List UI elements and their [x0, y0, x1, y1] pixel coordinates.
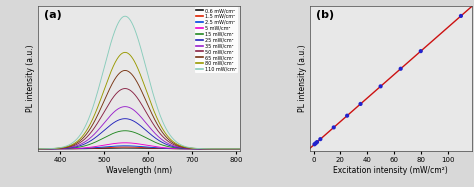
Point — [343, 114, 351, 117]
Legend: 0.6 mW/cm², 1.5 mW/cm², 2.5 mW/cm², 5 mW/cm², 15 mW/cm², 25 mW/cm², 35 mW/cm², 5: 0.6 mW/cm², 1.5 mW/cm², 2.5 mW/cm², 5 mW… — [194, 7, 238, 73]
Point — [317, 138, 324, 141]
Point — [357, 102, 365, 105]
X-axis label: Wavelength (nm): Wavelength (nm) — [106, 166, 172, 175]
Point — [312, 142, 319, 145]
Point — [310, 143, 318, 146]
X-axis label: Excitation intensity (mW/cm²): Excitation intensity (mW/cm²) — [333, 166, 448, 175]
Point — [377, 85, 384, 88]
Text: (b): (b) — [316, 10, 334, 20]
Point — [330, 126, 337, 129]
Point — [313, 141, 321, 144]
Y-axis label: PL intensity (a.u.): PL intensity (a.u.) — [298, 45, 307, 112]
Text: (a): (a) — [44, 10, 62, 20]
Point — [457, 14, 465, 17]
Point — [417, 50, 425, 53]
Y-axis label: PL intensity (a.u.): PL intensity (a.u.) — [26, 45, 35, 112]
Point — [397, 67, 404, 70]
